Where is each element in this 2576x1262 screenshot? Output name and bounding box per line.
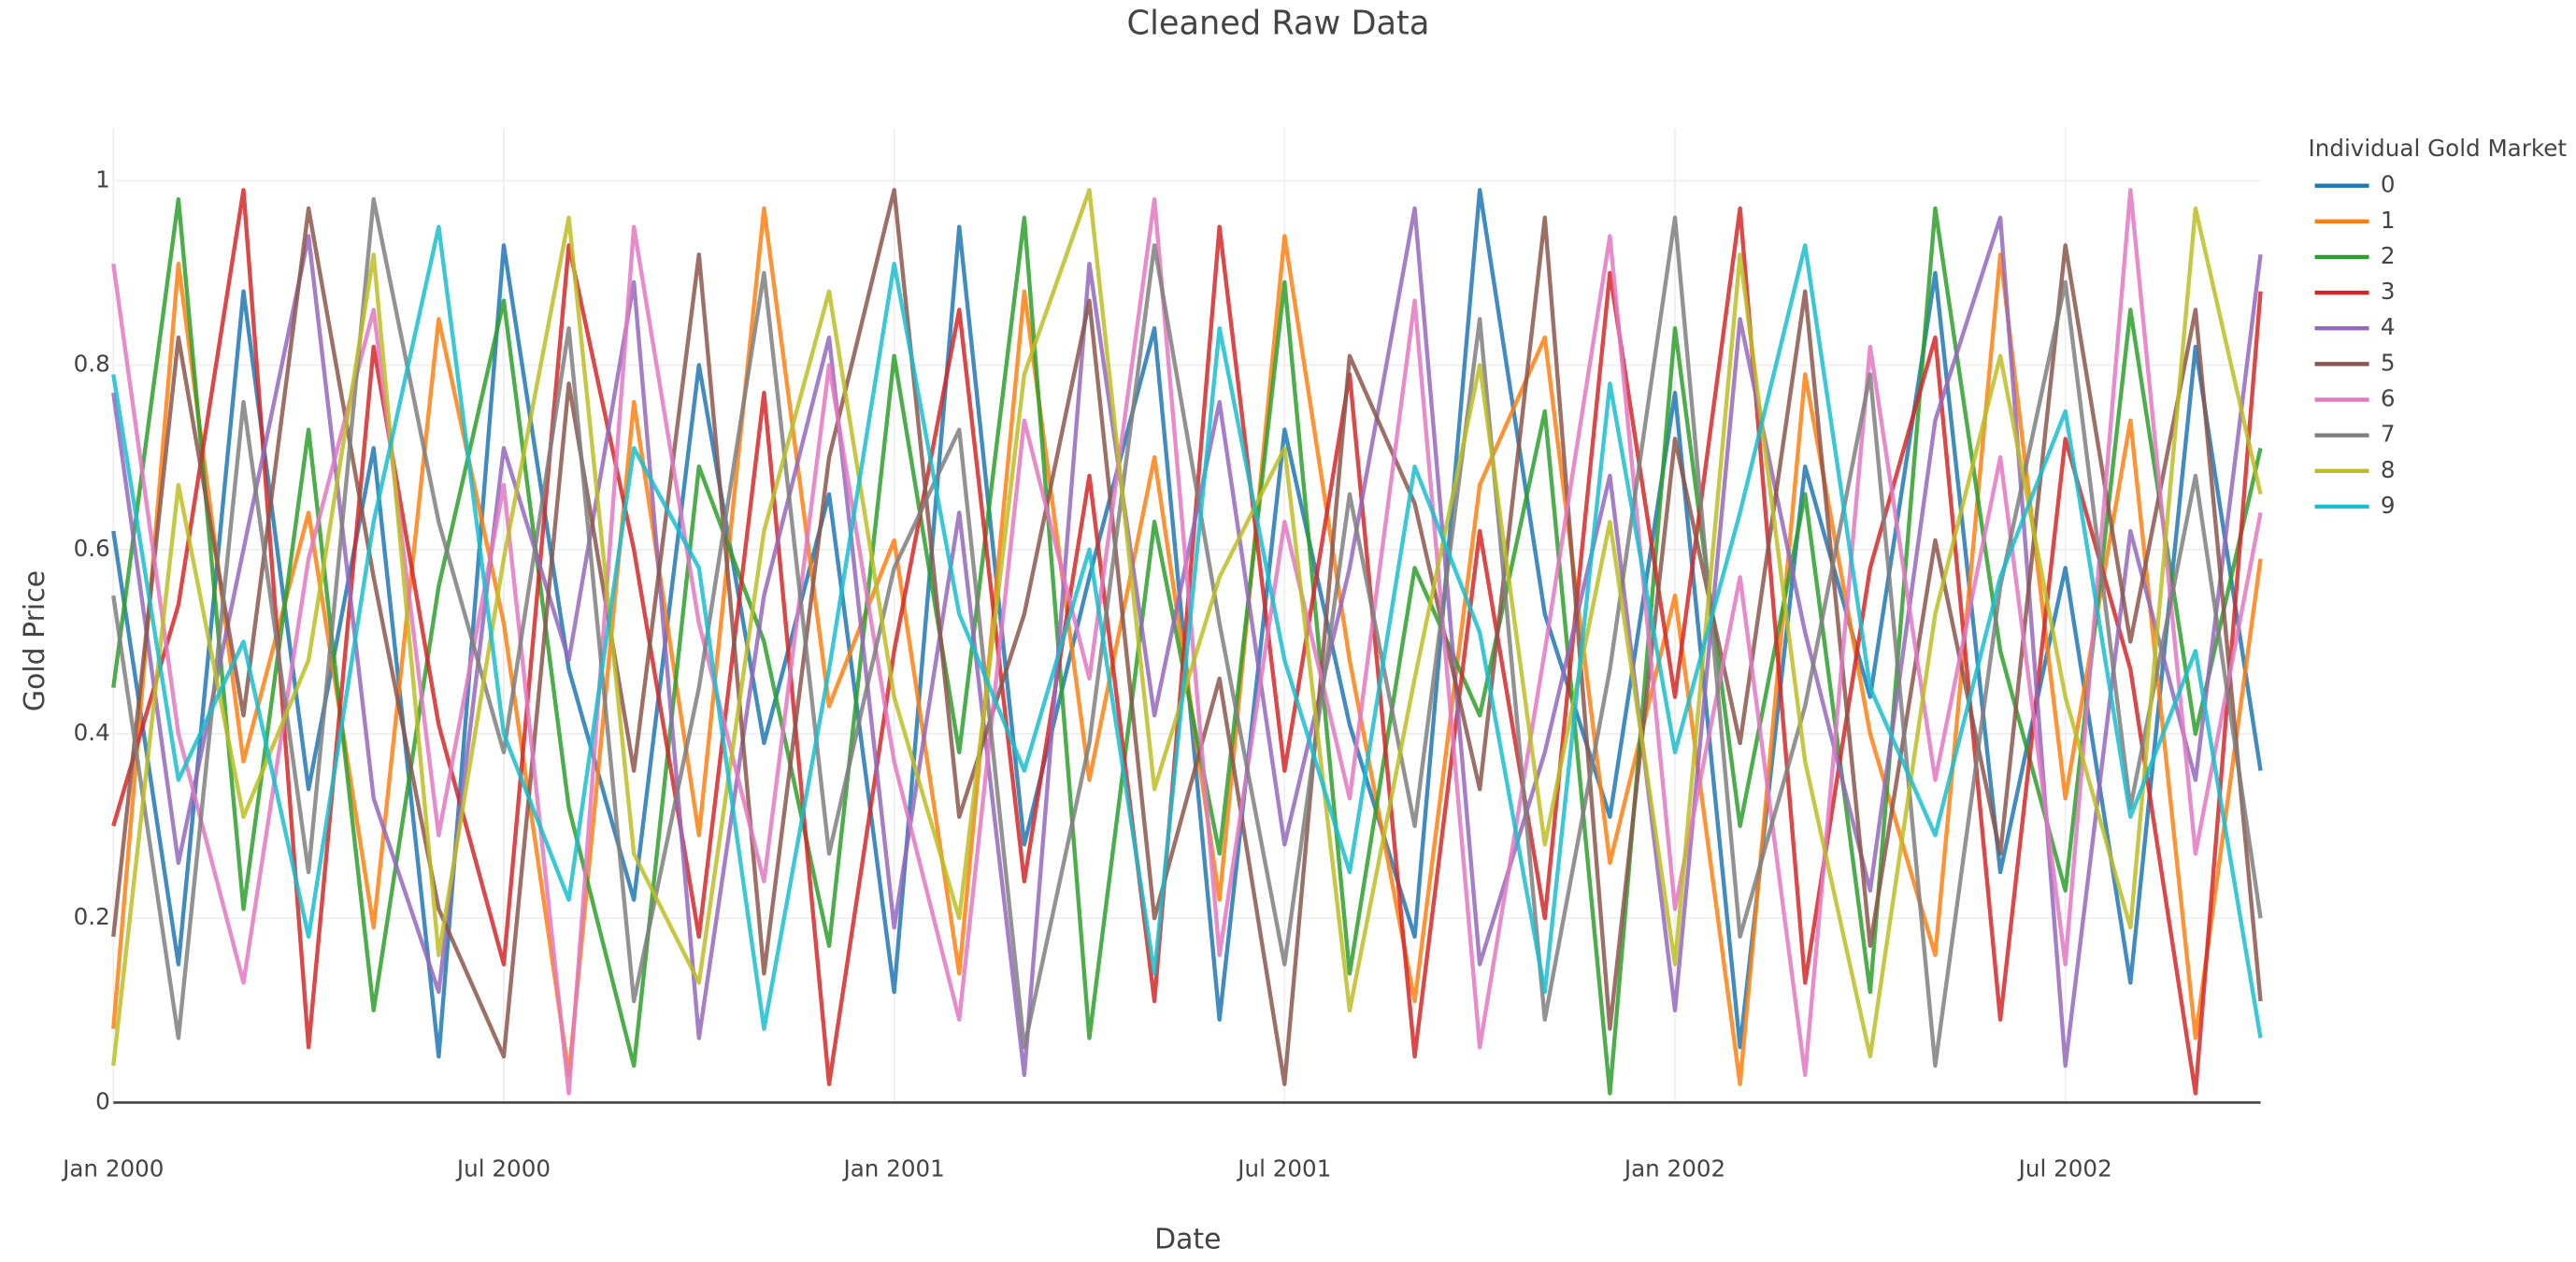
series-line bbox=[111, 188, 2263, 1067]
series-line bbox=[111, 188, 2263, 1096]
series-line bbox=[111, 188, 2263, 1096]
legend-label: 1 bbox=[2381, 207, 2396, 234]
x-tick-label: Jan 2001 bbox=[841, 1155, 944, 1183]
x-tick-label: Jul 2001 bbox=[1236, 1155, 1331, 1183]
legend-label: 8 bbox=[2381, 456, 2396, 483]
y-tick-label: 0.4 bbox=[74, 719, 110, 746]
x-tick-label: Jan 2000 bbox=[61, 1155, 164, 1183]
legend-label: 4 bbox=[2381, 313, 2396, 340]
chart-title: Cleaned Raw Data bbox=[1127, 4, 1430, 42]
legend-label: 0 bbox=[2381, 171, 2396, 198]
y-tick-label: 0.2 bbox=[74, 903, 110, 930]
y-tick-label: 0 bbox=[95, 1087, 110, 1114]
legend-label: 6 bbox=[2381, 385, 2396, 412]
series-line bbox=[111, 196, 2263, 1068]
y-tick-label: 1 bbox=[95, 165, 110, 193]
legend-label: 7 bbox=[2381, 421, 2396, 448]
x-tick-label: Jan 2002 bbox=[1623, 1155, 1725, 1183]
legend-title: Individual Gold Market bbox=[2309, 135, 2568, 162]
x-tick-label: Jul 2000 bbox=[455, 1155, 551, 1183]
legend-label: 9 bbox=[2381, 492, 2396, 519]
y-tick-label: 0.6 bbox=[74, 535, 110, 562]
x-tick-label: Jul 2002 bbox=[2017, 1155, 2112, 1183]
y-tick-label: 0.8 bbox=[74, 351, 110, 378]
y-axis-title: Gold Price bbox=[19, 570, 51, 711]
legend-label: 2 bbox=[2381, 242, 2396, 269]
series-line bbox=[111, 188, 2263, 1086]
series-line bbox=[111, 224, 2263, 1039]
legend-label: 3 bbox=[2381, 278, 2396, 305]
x-axis-title: Date bbox=[1154, 1224, 1221, 1256]
legend-label: 5 bbox=[2381, 349, 2396, 376]
